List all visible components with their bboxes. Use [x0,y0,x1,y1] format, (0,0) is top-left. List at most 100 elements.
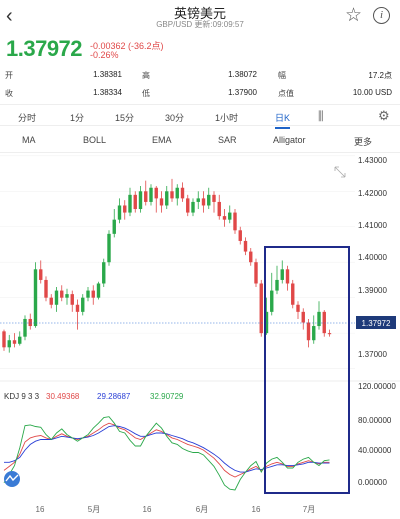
kdj-d-line [4,425,330,473]
tab-timeshare[interactable]: 分时 [18,113,37,123]
candle [91,285,95,305]
kdj-d-value: 29.28687 [97,392,131,401]
indicator-alligator[interactable]: Alligator [273,135,306,145]
candle [28,313,32,330]
current-price: 1.37972 [6,36,83,61]
tab-1hour[interactable]: 1小时 [215,113,239,123]
tab-1min[interactable]: 1分 [70,113,85,123]
kdj-lines [3,416,330,491]
candle [123,200,127,220]
candle [128,187,132,217]
highlight-box [264,246,350,494]
x-tick: 16 [143,505,152,514]
indicator-boll[interactable]: BOLL [83,135,107,145]
page-subtitle: GBP/USD 更新:09:09:57 [156,20,244,29]
candle [180,182,185,202]
candle [12,333,17,348]
candle [133,191,137,213]
candle [54,287,59,312]
price-tick: 1.42000 [358,189,387,198]
tab-15min[interactable]: 15分 [115,113,135,123]
kdj-tick: 0.00000 [358,478,387,487]
open-label: 开 [5,71,13,80]
info-icon[interactable]: i [373,7,390,24]
candle [117,198,122,224]
candle [254,258,258,288]
x-tick: 16 [36,505,45,514]
low-label: 低 [142,89,150,98]
candle [296,301,300,319]
candle [207,187,211,210]
candle [112,209,116,238]
candle [233,209,237,234]
price-axis: 1.43000 1.42000 1.41000 1.40000 1.39000 … [358,156,387,359]
x-tick: 5月 [88,505,100,514]
chart-grid [0,155,355,369]
candle [285,265,290,291]
tab-30min[interactable]: 30分 [165,113,185,123]
back-icon[interactable]: ‹ [6,5,13,27]
tab-daily[interactable]: 日K [275,113,291,129]
candle [65,288,69,305]
kdj-tick: 40.00000 [358,446,392,455]
indicator-ema[interactable]: EMA [152,135,172,145]
kdj-tick: 80.00000 [358,416,392,425]
candles [2,178,332,353]
candle [317,301,321,330]
candle [201,191,206,213]
kdj-k-value: 30.49368 [46,392,80,401]
candle [212,191,216,213]
candle [301,308,305,330]
candle [165,185,169,210]
close-label: 收 [5,89,13,98]
chart-type-icon[interactable]: ⫼ [318,109,324,123]
candle [159,191,164,213]
candle [196,191,200,210]
low-value: 1.37900 [228,88,257,97]
settings-icon[interactable]: ⚙ [378,108,390,123]
current-price-tag [356,316,396,329]
indicator-ma[interactable]: MA [22,135,36,145]
candle [75,299,80,330]
candle [222,209,227,227]
kline-chart[interactable]: 1.37972 1.43000 1.42000 1.41000 1.40000 … [0,153,400,519]
candle [23,315,27,341]
candle [60,285,64,302]
high-label: 高 [142,71,150,80]
x-tick: 16 [252,505,261,514]
close-value: 1.38334 [93,88,122,97]
price-tick: 1.37000 [358,350,387,359]
candle [2,329,6,351]
candle [102,258,106,288]
indicator-bar: MA BOLL EMA SAR Alligator 更多 [0,127,400,153]
candle [49,294,53,309]
candle [107,230,111,266]
candle [270,272,274,316]
candle [96,281,101,300]
indicator-more[interactable]: 更多 [354,137,373,147]
kdj-legend: KDJ 9 3 3 30.49368 29.28687 32.90729 [4,392,184,401]
candle [81,294,85,316]
price-tick: 1.39000 [358,286,387,295]
kdj-k-line [3,422,330,478]
candle [170,178,174,202]
indicator-sar[interactable]: SAR [218,135,237,145]
candle [238,226,242,245]
header: ‹ 英镑美元 GBP/USD 更新:09:09:57 ☆ i [0,0,400,34]
kdj-j-line [3,416,330,491]
price-tick: 1.40000 [358,253,387,262]
candle [312,315,316,344]
expand-icon[interactable] [334,166,346,178]
candle [306,318,311,348]
kdj-tick: 120.00000 [358,382,396,391]
candle [7,334,11,353]
candle [186,194,190,217]
star-icon[interactable]: ☆ [345,5,363,26]
candle [191,198,195,217]
kdj-name: KDJ 9 3 3 [4,392,40,401]
x-axis: 16 5月 16 6月 16 7月 [36,505,316,514]
candle [44,276,48,302]
logo-icon [4,471,20,487]
kdj-j-value: 32.90729 [150,392,184,401]
period-tabs: 分时 1分 15分 30分 1小时 日K ⫼ ⚙ [0,104,400,129]
